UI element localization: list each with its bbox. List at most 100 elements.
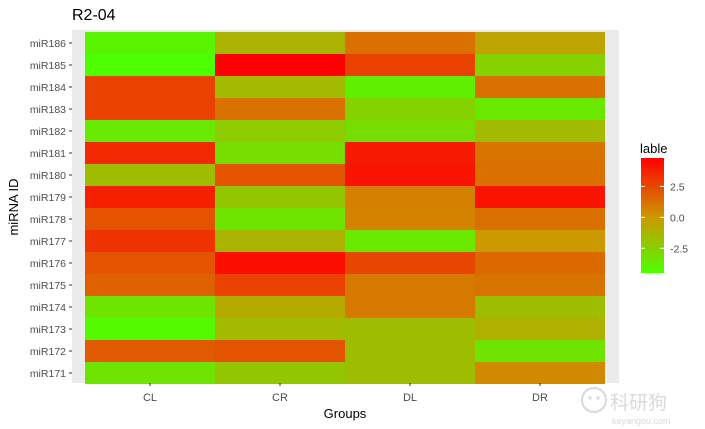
heatmap-cell-miR175-DL — [345, 274, 475, 296]
heatmap-cell-miR181-DL — [345, 142, 475, 164]
heatmap-cell-miR172-DL — [345, 340, 475, 362]
y-tick-label-miR177: miR177 — [30, 236, 66, 248]
heatmap-cell-miR180-DL — [345, 164, 475, 186]
heatmap-cell-miR178-DR — [475, 208, 605, 230]
chart-title: R2-04 — [72, 7, 116, 24]
heatmap-cell-miR182-CL — [85, 120, 215, 142]
heatmap-cell-miR181-DR — [475, 142, 605, 164]
heatmap-cell-miR185-DL — [345, 54, 475, 76]
y-tick-label-miR185: miR185 — [30, 60, 66, 72]
heatmap-cell-miR176-DR — [475, 252, 605, 274]
watermark-logo-eye-right-icon — [596, 396, 600, 400]
heatmap-cell-miR177-CR — [215, 230, 345, 252]
heatmap-cell-miR182-CR — [215, 120, 345, 142]
y-tick-label-miR174: miR174 — [30, 302, 66, 314]
watermark-text: 科研狗 — [610, 392, 667, 414]
heatmap-cell-miR174-CR — [215, 296, 345, 318]
x-tick-label-DR: DR — [532, 392, 548, 404]
y-tick-label-miR183: miR183 — [30, 104, 66, 116]
legend-colorbar — [641, 158, 664, 273]
x-axis-label: Groups — [324, 406, 367, 421]
x-tick-label-DL: DL — [403, 392, 417, 404]
heatmap-cell-miR186-CR — [215, 32, 345, 54]
heatmap-cell-miR172-CL — [85, 340, 215, 362]
heatmap-cell-miR186-CL — [85, 32, 215, 54]
heatmap-cell-miR181-CR — [215, 142, 345, 164]
heatmap-cell-miR172-DR — [475, 340, 605, 362]
x-tick-label-CL: CL — [143, 392, 157, 404]
heatmap-cell-miR177-CL — [85, 230, 215, 252]
heatmap-cell-miR172-CR — [215, 340, 345, 362]
legend-tick-label-2: -2.5 — [670, 243, 688, 255]
heatmap-cell-miR185-CL — [85, 54, 215, 76]
heatmap-cell-miR181-CL — [85, 142, 215, 164]
y-tick-label-miR175: miR175 — [30, 280, 66, 292]
heatmap-cell-miR182-DR — [475, 120, 605, 142]
heatmap-cell-miR177-DL — [345, 230, 475, 252]
heatmap-cell-miR182-DL — [345, 120, 475, 142]
heatmap-cell-miR175-CL — [85, 274, 215, 296]
y-tick-label-miR171: miR171 — [30, 368, 66, 380]
heatmap-cell-miR175-DR — [475, 274, 605, 296]
y-tick-label-miR179: miR179 — [30, 192, 66, 204]
heatmap-cell-miR184-CL — [85, 76, 215, 98]
y-tick-label-miR180: miR180 — [30, 170, 66, 182]
heatmap-cell-miR178-CR — [215, 208, 345, 230]
y-tick-label-miR176: miR176 — [30, 258, 66, 270]
heatmap-cell-miR171-DL — [345, 362, 475, 384]
watermark: 科研狗 keyangou.com — [581, 387, 671, 426]
y-tick-label-miR178: miR178 — [30, 214, 66, 226]
heatmap-cell-miR180-CR — [215, 164, 345, 186]
heatmap-cell-miR186-DL — [345, 32, 475, 54]
legend-tick-label-1: 0.0 — [670, 212, 685, 224]
heatmap-cell-miR183-DR — [475, 98, 605, 120]
heatmap-cell-miR179-CL — [85, 186, 215, 208]
heatmap-cell-miR179-DR — [475, 186, 605, 208]
heatmap-cell-miR171-DR — [475, 362, 605, 384]
heatmap-cell-miR183-CR — [215, 98, 345, 120]
heatmap-cell-miR178-CL — [85, 208, 215, 230]
heatmap-cell-miR174-DR — [475, 296, 605, 318]
y-tick-label-miR186: miR186 — [30, 38, 66, 50]
heatmap-cell-miR179-CR — [215, 186, 345, 208]
y-tick-label-miR181: miR181 — [30, 148, 66, 160]
heatmap-cell-miR176-CL — [85, 252, 215, 274]
heatmap-cell-miR186-DR — [475, 32, 605, 54]
heatmap-cell-miR176-DL — [345, 252, 475, 274]
watermark-logo-icon — [581, 387, 607, 413]
heatmap-cell-miR174-CL — [85, 296, 215, 318]
x-tick-labels: CL CR DL DR — [143, 383, 548, 404]
y-axis-label: miRNA ID — [6, 178, 21, 235]
heatmap-cell-miR185-CR — [215, 54, 345, 76]
x-tick-label-CR: CR — [272, 392, 288, 404]
heatmap-cell-miR183-CL — [85, 98, 215, 120]
y-tick-label-miR184: miR184 — [30, 82, 66, 94]
heatmap-cell-miR171-CR — [215, 362, 345, 384]
heatmap-cell-miR173-DR — [475, 318, 605, 340]
heatmap-cell-miR173-DL — [345, 318, 475, 340]
y-tick-label-miR182: miR182 — [30, 126, 66, 138]
heatmap-cell-miR177-DR — [475, 230, 605, 252]
legend-tick-label-0: 2.5 — [670, 181, 685, 193]
y-tick-label-miR172: miR172 — [30, 346, 66, 358]
y-tick-labels: miR171 miR172 miR173 miR174 miR175 miR176 miR1… — [30, 38, 72, 380]
heatmap-cell-miR173-CR — [215, 318, 345, 340]
heatmap-cell-miR184-DL — [345, 76, 475, 98]
heatmap-cell-miR179-DL — [345, 186, 475, 208]
heatmap-cell-miR174-DL — [345, 296, 475, 318]
heatmap-cell-miR180-DR — [475, 164, 605, 186]
heatmap-cell-miR183-DL — [345, 98, 475, 120]
heatmap-cell-miR173-CL — [85, 318, 215, 340]
heatmap-cell-miR176-CR — [215, 252, 345, 274]
watermark-logo-eye-left-icon — [588, 396, 592, 400]
legend-ticks: 2.5 0.0 -2.5 — [641, 181, 688, 255]
heatmap-cell-miR178-DL — [345, 208, 475, 230]
heatmap-cell-miR180-CL — [85, 164, 215, 186]
watermark-url: keyangou.com — [612, 416, 671, 426]
heatmap-cell-miR184-DR — [475, 76, 605, 98]
heatmap-cell-miR171-CL — [85, 362, 215, 384]
heatmap-cell-miR185-DR — [475, 54, 605, 76]
heatmap-cell-miR175-CR — [215, 274, 345, 296]
